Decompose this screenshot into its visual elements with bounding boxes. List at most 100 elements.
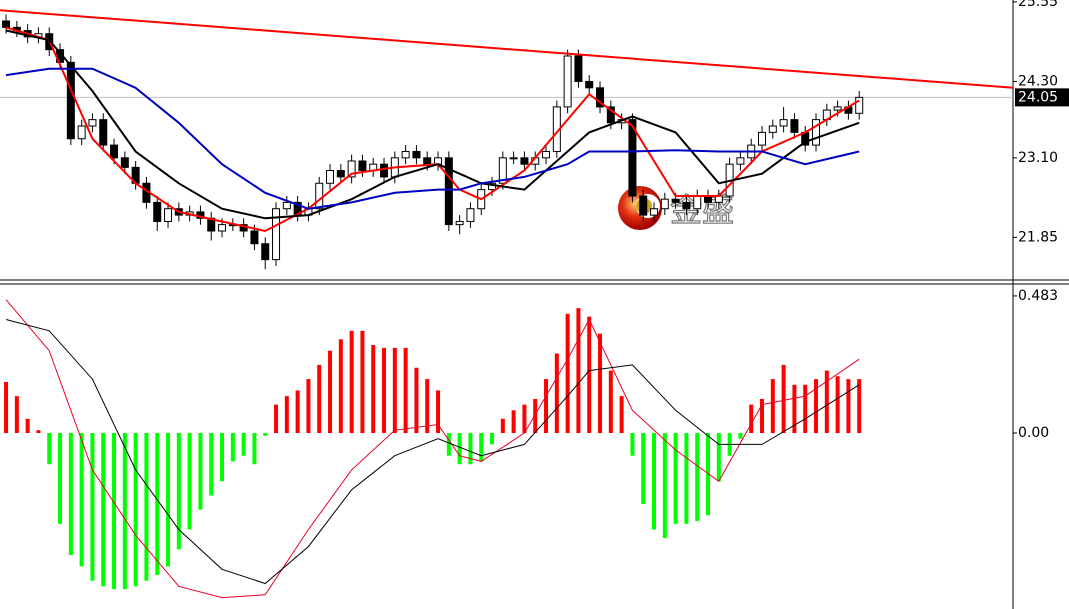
y-tick-label: 23.10 xyxy=(1018,150,1058,166)
candle-body xyxy=(315,182,324,210)
histogram-bar xyxy=(673,433,678,524)
histogram-bar xyxy=(403,347,408,434)
histogram-bar xyxy=(338,339,343,434)
candle-body xyxy=(855,96,864,114)
candle-body xyxy=(380,163,389,178)
candle-body xyxy=(218,224,227,232)
histogram-bar xyxy=(187,433,192,530)
candle-body xyxy=(498,157,507,184)
histogram-bar xyxy=(565,313,570,434)
candle-body xyxy=(790,119,799,133)
histogram-bar xyxy=(511,410,516,434)
candle-body xyxy=(639,195,648,216)
histogram-bar xyxy=(79,433,84,567)
plot-area xyxy=(4,299,862,599)
candle-body xyxy=(693,195,702,210)
candle-body xyxy=(596,87,605,108)
histogram-bar xyxy=(144,433,149,581)
histogram-bar xyxy=(500,418,505,434)
candle-body xyxy=(628,119,637,197)
candle-body xyxy=(120,157,129,168)
y-tick-label: 21.85 xyxy=(1018,229,1058,245)
candle-body xyxy=(768,125,777,133)
histogram-bar xyxy=(133,433,138,587)
histogram-bar xyxy=(781,364,786,434)
histogram-bar xyxy=(695,433,700,522)
histogram-bar xyxy=(198,433,203,510)
histogram-bar xyxy=(598,333,603,434)
histogram-bar xyxy=(274,404,279,434)
histogram-bar xyxy=(328,350,333,434)
y-tick-label: 25.55 xyxy=(1018,0,1058,10)
histogram-bar xyxy=(392,347,397,434)
histogram-bar xyxy=(47,433,52,465)
histogram-bar xyxy=(662,433,667,539)
candle-body xyxy=(99,119,108,146)
candle-body xyxy=(272,208,281,261)
histogram-bar xyxy=(738,433,743,439)
histogram-bar xyxy=(803,384,808,434)
histogram-bar xyxy=(479,433,484,462)
candle-body xyxy=(574,55,583,82)
histogram-bar xyxy=(814,379,819,434)
candle-body xyxy=(336,170,345,178)
histogram-bar xyxy=(4,381,9,434)
histogram-bar xyxy=(25,418,30,434)
last-price-box xyxy=(1015,88,1069,107)
candle-body xyxy=(88,119,97,127)
histogram-bar xyxy=(36,430,41,434)
last-price-label: 24.05 xyxy=(1018,89,1058,105)
histogram-bar xyxy=(58,433,63,524)
candle-body xyxy=(77,125,86,140)
histogram-bar xyxy=(619,396,624,434)
histogram-bar xyxy=(446,433,451,456)
histogram-bar xyxy=(90,433,95,581)
histogram-bar xyxy=(230,433,235,462)
histogram-bar xyxy=(306,379,311,434)
candle-body xyxy=(779,119,788,127)
histogram-bar xyxy=(166,433,171,567)
candle-body xyxy=(542,150,551,159)
candle-body xyxy=(736,157,745,165)
candle-body xyxy=(606,106,615,124)
histogram-bar xyxy=(576,308,581,434)
candle-body xyxy=(563,55,572,108)
candle-body xyxy=(660,198,669,210)
candle-body xyxy=(423,157,432,165)
candle-body xyxy=(401,150,410,159)
histogram-bar xyxy=(522,404,527,434)
histogram-bar xyxy=(792,384,797,434)
candle-body xyxy=(671,198,680,203)
candle-body xyxy=(488,182,497,191)
histogram-bar xyxy=(770,379,775,434)
histogram-bar xyxy=(533,398,538,434)
histogram-bar xyxy=(652,433,657,530)
line-series xyxy=(5,299,860,599)
histogram-bar xyxy=(436,390,441,434)
histogram-bar xyxy=(468,433,473,465)
line-series xyxy=(5,29,860,220)
histogram-bar xyxy=(587,316,592,434)
histogram-bar xyxy=(284,396,289,434)
line-series xyxy=(5,26,860,233)
candle-body xyxy=(833,106,842,111)
line-series xyxy=(5,319,860,585)
histogram-bar xyxy=(824,370,829,434)
candle-body xyxy=(2,20,11,28)
candle-body xyxy=(455,220,464,226)
histogram-bar xyxy=(846,379,851,434)
y-tick-label: 0.00 xyxy=(1018,425,1049,441)
histogram-bar xyxy=(684,433,689,524)
candle-body xyxy=(66,61,75,140)
histogram-bar xyxy=(349,330,354,434)
histogram-bar xyxy=(414,367,419,434)
histogram-bar xyxy=(112,433,117,590)
plot-area xyxy=(0,9,1013,270)
candle-body xyxy=(466,208,475,222)
candle-body xyxy=(250,230,259,245)
histogram-bar xyxy=(706,433,711,516)
histogram-bar xyxy=(457,433,462,465)
histogram-bar xyxy=(360,330,365,434)
histogram-bar xyxy=(544,379,549,434)
